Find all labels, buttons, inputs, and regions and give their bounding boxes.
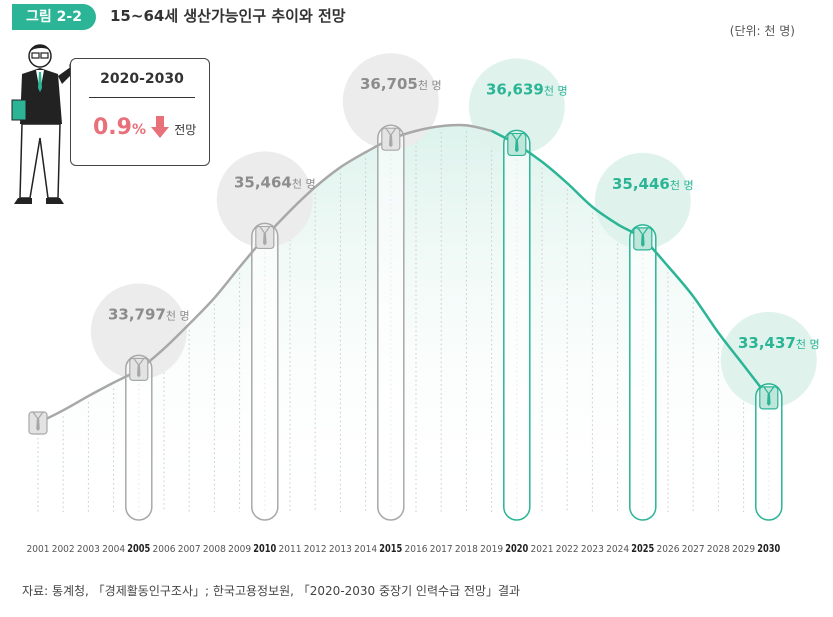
halo-2030	[720, 311, 817, 408]
pill-2010	[251, 222, 279, 521]
halo-2015	[342, 53, 439, 150]
shirt-marker-2015	[381, 127, 401, 151]
value-label-2010: 35,464천 명	[234, 173, 316, 191]
shirt-tie-2005	[137, 365, 141, 378]
summary-callout: 2020-2030 0.9% 전망	[70, 58, 210, 166]
x-tick-2026: 2026	[657, 544, 680, 555]
x-tick-2002: 2002	[52, 544, 75, 555]
halo-2005	[90, 283, 187, 380]
x-tick-2018: 2018	[455, 544, 478, 555]
x-tick-2007: 2007	[178, 544, 201, 555]
arrow-down-icon	[151, 116, 170, 138]
x-tick-2001: 2001	[27, 544, 50, 555]
x-tick-2014: 2014	[354, 544, 377, 555]
value-label-2025: 35,446천 명	[612, 175, 694, 193]
x-tick-2030: 2030	[757, 542, 780, 555]
x-tick-2029: 2029	[732, 544, 755, 555]
shirt-tie-2010	[263, 233, 267, 246]
x-tick-2028: 2028	[707, 544, 730, 555]
pill-2005	[125, 354, 153, 521]
x-tick-2021: 2021	[531, 544, 554, 555]
callout-suffix: 전망	[174, 123, 197, 137]
x-tick-2003: 2003	[77, 544, 100, 555]
x-tick-2005: 2005	[127, 542, 150, 555]
x-tick-2013: 2013	[329, 544, 352, 555]
unit-label: (단위: 천 명)	[729, 24, 795, 38]
shirt-marker-2025	[633, 227, 653, 251]
x-tick-2020: 2020	[505, 542, 528, 555]
x-tick-2008: 2008	[203, 544, 226, 555]
shirt-marker-2001	[28, 411, 48, 435]
pill-2015	[377, 124, 405, 521]
x-tick-2009: 2009	[228, 544, 251, 555]
value-label-2015: 36,705천 명	[360, 75, 442, 93]
x-tick-2012: 2012	[304, 544, 327, 555]
figure-title: 15~64세 생산가능인구 추이와 전망	[110, 7, 346, 25]
x-tick-2011: 2011	[279, 544, 302, 555]
value-label-2005: 33,797천 명	[108, 305, 190, 323]
value-label-2030: 33,437천 명	[738, 334, 820, 352]
x-tick-2004: 2004	[102, 544, 125, 555]
figure-label: 그림 2-2	[12, 4, 96, 30]
x-tick-2022: 2022	[556, 544, 579, 555]
shirt-tie-2015	[389, 135, 393, 148]
x-tick-2016: 2016	[405, 544, 428, 555]
x-tick-2023: 2023	[581, 544, 604, 555]
pill-2020	[503, 129, 531, 521]
x-tick-2027: 2027	[682, 544, 705, 555]
halo-2010	[216, 151, 313, 248]
shirt-marker-2005	[129, 357, 149, 382]
callout-rate-row: 0.9% 전망	[93, 115, 196, 140]
x-tick-2025: 2025	[631, 542, 654, 555]
x-tick-2019: 2019	[480, 544, 503, 555]
line-projection	[491, 129, 770, 399]
x-tick-2010: 2010	[253, 542, 276, 555]
shirt-tie-2020	[515, 140, 519, 153]
source-note: 자료: 통계청, 「경제활동인구조사」; 한국고용정보원, 「2020-2030…	[22, 584, 521, 598]
shirt-marker-2010	[255, 225, 275, 250]
x-tick-2024: 2024	[606, 544, 629, 555]
callout-period: 2020-2030	[89, 71, 195, 98]
x-tick-2006: 2006	[153, 544, 176, 555]
pill-2025	[629, 224, 657, 521]
shirt-marker-2020	[507, 132, 527, 157]
value-label-2020: 36,639천 명	[486, 80, 568, 98]
shirt-tie-2001	[36, 419, 40, 431]
callout-rate-unit: %	[131, 122, 147, 138]
shirt-tie-2025	[641, 234, 645, 247]
shirt-marker-2030	[759, 386, 779, 410]
callout-rate: 0.9	[93, 115, 132, 140]
x-tick-2017: 2017	[430, 544, 453, 555]
x-tick-2015: 2015	[379, 542, 402, 555]
pill-2030	[755, 383, 783, 521]
shirt-tie-2030	[767, 393, 771, 406]
